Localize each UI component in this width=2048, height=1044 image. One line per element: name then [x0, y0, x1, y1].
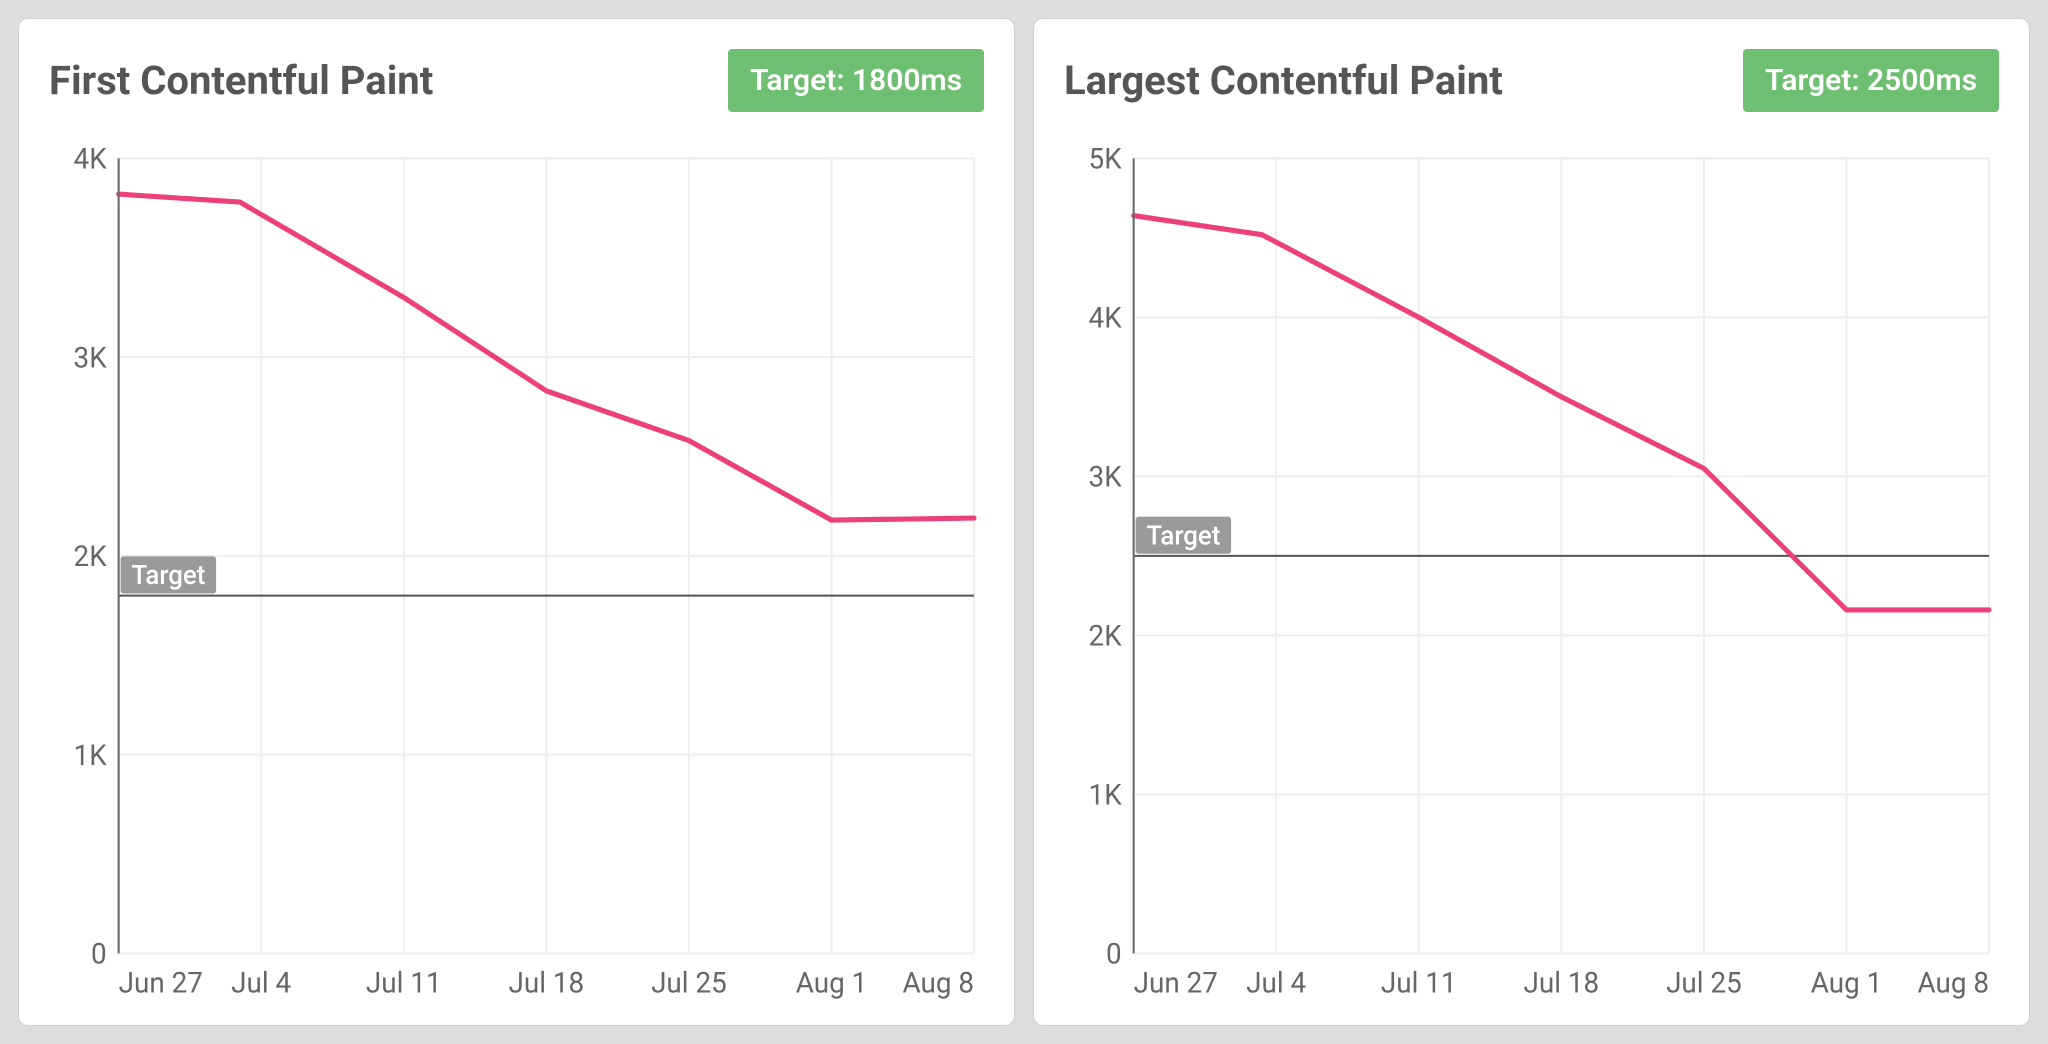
fcp-card-header: First Contentful Paint Target: 1800ms — [49, 49, 984, 112]
svg-text:Jul 11: Jul 11 — [366, 966, 442, 1000]
svg-text:Jul 18: Jul 18 — [508, 966, 584, 1000]
svg-text:Jul 11: Jul 11 — [1381, 966, 1457, 1000]
svg-text:Jul 4: Jul 4 — [231, 966, 291, 1000]
svg-text:1K: 1K — [74, 738, 107, 772]
svg-text:3K: 3K — [1089, 460, 1122, 494]
svg-text:Jul 25: Jul 25 — [651, 966, 727, 1000]
lcp-chart: Target 0 1K 2K 3K 4K 5K Jun 27 Jul 4 Jul 11 Jul 18… — [1064, 148, 1999, 1005]
svg-text:0: 0 — [1106, 937, 1122, 971]
svg-text:Aug 1: Aug 1 — [1811, 966, 1883, 1000]
svg-text:Jun 27: Jun 27 — [119, 966, 203, 1000]
svg-text:Jul 4: Jul 4 — [1246, 966, 1306, 1000]
lcp-card-header: Largest Contentful Paint Target: 2500ms — [1064, 49, 1999, 112]
svg-text:Aug 1: Aug 1 — [796, 966, 868, 1000]
fcp-card: First Contentful Paint Target: 1800ms Ta… — [18, 18, 1015, 1026]
svg-text:Jun 27: Jun 27 — [1134, 966, 1218, 1000]
lcp-title: Largest Contentful Paint — [1064, 57, 1503, 104]
svg-text:Aug 8: Aug 8 — [1918, 966, 1990, 1000]
svg-text:5K: 5K — [1089, 148, 1122, 176]
svg-text:1K: 1K — [1089, 778, 1122, 812]
svg-text:Target: Target — [131, 561, 205, 592]
svg-text:Target: Target — [1146, 521, 1220, 552]
svg-text:2K: 2K — [74, 540, 107, 574]
fcp-target-badge: Target: 1800ms — [728, 49, 984, 112]
svg-text:4K: 4K — [1089, 301, 1122, 335]
svg-text:Jul 18: Jul 18 — [1523, 966, 1599, 1000]
fcp-chart-svg: Target 0 1K 2K 3K 4K Jun 27 Jul 4 Jul 11 Jul 18 Ju… — [49, 148, 984, 1005]
svg-text:Aug 8: Aug 8 — [903, 966, 975, 1000]
lcp-card: Largest Contentful Paint Target: 2500ms … — [1033, 18, 2030, 1026]
svg-text:0: 0 — [91, 937, 107, 971]
svg-text:Jul 25: Jul 25 — [1666, 966, 1742, 1000]
svg-text:4K: 4K — [74, 148, 107, 176]
fcp-title: First Contentful Paint — [49, 57, 433, 104]
fcp-chart: Target 0 1K 2K 3K 4K Jun 27 Jul 4 Jul 11 Jul 18 Ju… — [49, 148, 984, 1005]
lcp-target-badge: Target: 2500ms — [1743, 49, 1999, 112]
lcp-chart-svg: Target 0 1K 2K 3K 4K 5K Jun 27 Jul 4 Jul 11 Jul 18… — [1064, 148, 1999, 1005]
svg-text:2K: 2K — [1089, 619, 1122, 653]
panels-container: First Contentful Paint Target: 1800ms Ta… — [18, 18, 2030, 1026]
svg-text:3K: 3K — [74, 341, 107, 375]
